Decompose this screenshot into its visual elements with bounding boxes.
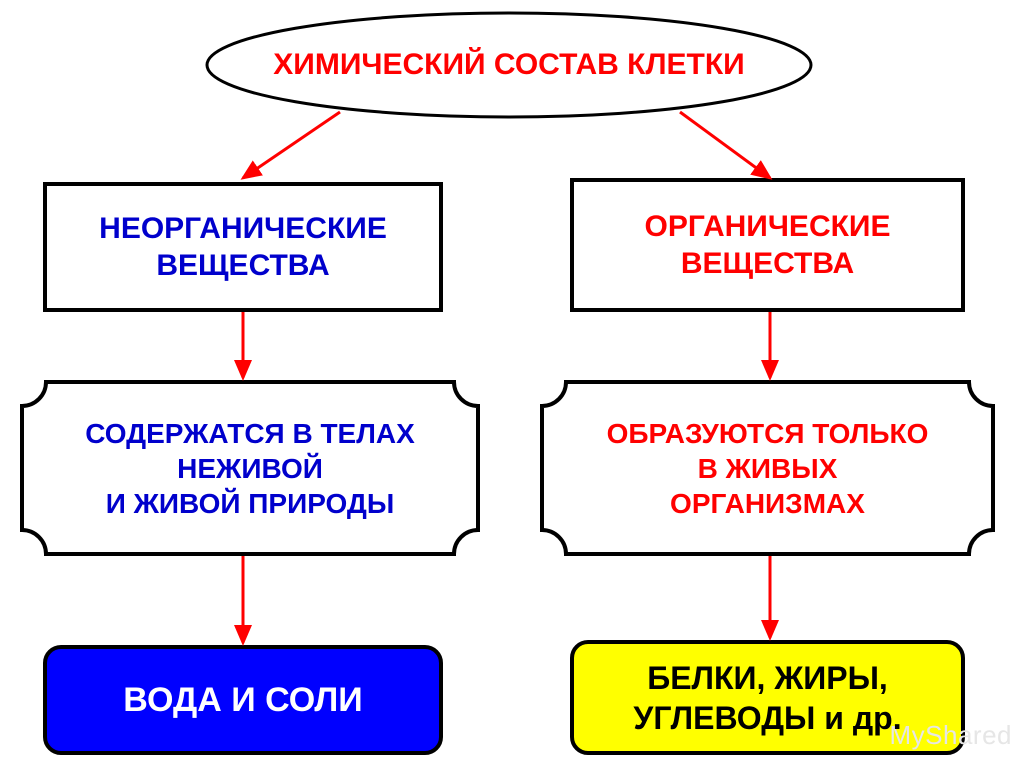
node-inorg_ex-label: ВОДА И СОЛИ: [113, 679, 372, 722]
node-inorg: НЕОРГАНИЧЕСКИЕ ВЕЩЕСТВА: [43, 182, 443, 312]
node-org_ex-label: БЕЛКИ, ЖИРЫ, УГЛЕВОДЫ и др.: [623, 658, 911, 738]
node-org: ОРГАНИЧЕСКИЕ ВЕЩЕСТВА: [570, 178, 965, 312]
edge-0: [243, 112, 340, 178]
node-root-label: ХИМИЧЕСКИЙ СОСТАВ КЛЕТКИ: [263, 46, 755, 84]
node-inorg-label: НЕОРГАНИЧЕСКИЕ ВЕЩЕСТВА: [89, 210, 397, 285]
node-org_desc: ОБРАЗУЮТСЯ ТОЛЬКО В ЖИВЫХ ОРГАНИЗМАХ: [540, 380, 995, 556]
node-org-label: ОРГАНИЧЕСКИЕ ВЕЩЕСТВА: [635, 208, 901, 283]
node-inorg_desc: СОДЕРЖАТСЯ В ТЕЛАХ НЕЖИВОЙ И ЖИВОЙ ПРИРО…: [20, 380, 480, 556]
node-root: ХИМИЧЕСКИЙ СОСТАВ КЛЕТКИ: [204, 10, 814, 120]
node-inorg_ex: ВОДА И СОЛИ: [43, 645, 443, 755]
node-inorg_desc-label: СОДЕРЖАТСЯ В ТЕЛАХ НЕЖИВОЙ И ЖИВОЙ ПРИРО…: [75, 416, 425, 521]
edge-1: [680, 112, 770, 178]
node-org_desc-label: ОБРАЗУЮТСЯ ТОЛЬКО В ЖИВЫХ ОРГАНИЗМАХ: [597, 416, 939, 521]
